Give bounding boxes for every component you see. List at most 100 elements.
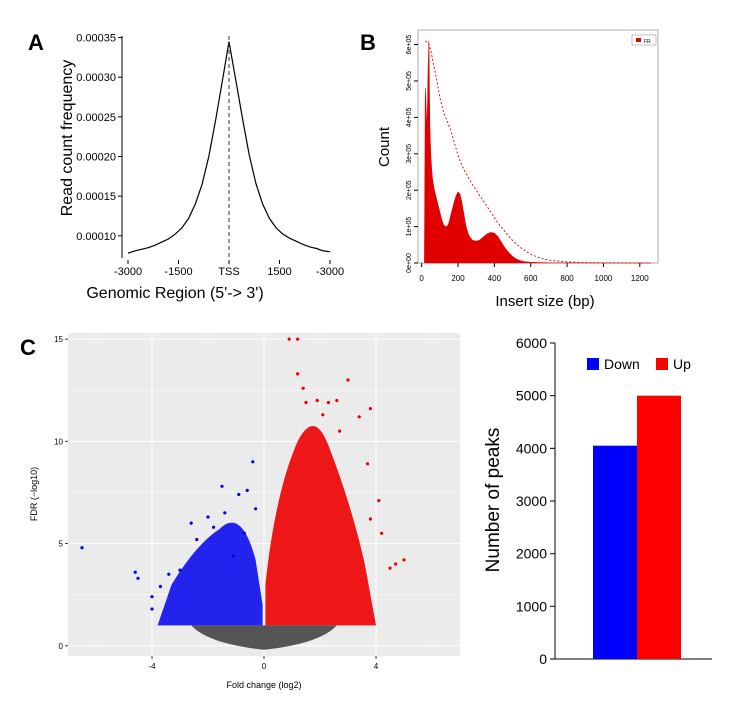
panel-c-point-up <box>366 462 370 466</box>
panel-c-point-up <box>315 398 319 403</box>
panel-a-x-tick-label: 1500 <box>267 266 291 278</box>
panel-b-y-tick-label: 4e+05 <box>406 107 413 127</box>
panel-c-up-cloud <box>265 425 376 626</box>
panel-d-y-tick-label: 1000 <box>516 598 547 614</box>
panel-d-y-tick-label: 6000 <box>516 335 547 351</box>
panel-d-y-tick-label: 0 <box>539 651 547 667</box>
panel-b-x-tick-label: 600 <box>524 274 538 283</box>
panel-b-y-tick-label: 0e+00 <box>406 253 413 273</box>
panel-b-cumulative-line <box>424 40 651 264</box>
panel-c-point-down <box>167 572 171 576</box>
panel-c-point-cloud <box>157 425 376 650</box>
legend-up-label: Up <box>673 356 691 372</box>
panel-c-point-up <box>287 337 291 341</box>
panel-a-y-tick-label: 0.00010 <box>76 231 116 243</box>
panel-d-y-tick-label: 2000 <box>516 546 547 562</box>
panel-c-point-down <box>206 515 210 519</box>
panel-c-ns-cloud <box>191 625 337 650</box>
panel-c-down-cloud <box>157 522 263 626</box>
panel-c-point-down <box>189 521 193 525</box>
panel-a: A 0.000100.000150.000200.000250.000300.0… <box>28 30 344 302</box>
panel-c-point-up <box>346 378 350 382</box>
panel-c-point-down <box>254 507 258 511</box>
panel-c-point-down <box>220 484 224 488</box>
panel-c-y-axis-title: FDR (−log10) <box>29 467 39 521</box>
panel-c-x-tick-label: 0 <box>262 662 267 671</box>
panel-b-legend-swatch <box>636 38 641 42</box>
panel-b-x-axis-title: Insert size (bp) <box>495 293 594 310</box>
panel-c-x-tick-label: 4 <box>374 662 379 671</box>
panel-d-y-tick-label: 4000 <box>516 440 547 456</box>
panel-c-point-up <box>304 400 308 405</box>
panel-c-y-tick-label: 0 <box>59 642 64 651</box>
panel-c-point-down <box>80 546 84 550</box>
panel-a-frequency-line <box>127 41 331 254</box>
panel-b-y-tick-label: 2e+05 <box>406 180 413 200</box>
panel-c-axes: 0 5 10 15 -4 0 4 <box>54 335 379 671</box>
panel-c-point-down <box>237 492 241 497</box>
panel-d-y-axis-title: Number of peaks <box>483 428 504 573</box>
panel-a-x-tick-label: TSS <box>218 266 239 278</box>
panel-c-point-up <box>326 400 330 405</box>
panel-a-x-tick-label: -3000 <box>316 266 344 278</box>
panel-c-point-up <box>296 337 300 341</box>
panel-c-point-down <box>178 568 182 572</box>
panel-b-y-tick-label: 3e+05 <box>406 144 413 164</box>
bar-down <box>593 445 637 659</box>
panel-c-letter: C <box>20 335 36 360</box>
panel-a-y-tick-label: 0.00030 <box>76 72 116 84</box>
panel-c-point-up <box>380 531 384 535</box>
panel-c-y-tick-label: 5 <box>59 540 64 549</box>
panel-d-y-tick-label: 5000 <box>516 388 547 404</box>
panel-c-point-up <box>394 562 398 566</box>
panel-b-insert-size-area <box>424 40 651 264</box>
legend-down-label: Down <box>604 356 640 372</box>
panel-c-y-tick-label: 10 <box>54 437 63 446</box>
panel-b-x-tick-label: 400 <box>488 274 502 283</box>
panel-a-x-tick-label: -3000 <box>114 266 142 278</box>
bar-up <box>637 395 681 659</box>
panel-b-x-tick-label: 1000 <box>595 274 613 283</box>
panel-c-point-down <box>195 537 199 542</box>
panel-c-point-up <box>335 398 339 403</box>
panel-c-point-up <box>357 415 361 419</box>
panel-c-point-down <box>158 584 162 589</box>
panel-b-letter: B <box>360 30 376 55</box>
panel-b-x-tick-label: 800 <box>560 274 574 283</box>
legend-down-swatch <box>587 358 599 370</box>
panel-b: B 0e+00 1e+05 2e+05 3e+05 4e+05 5e+05 6e+05 0 20… <box>360 29 659 310</box>
panel-c-point-up <box>296 372 300 376</box>
panel-c-point-down <box>212 525 216 529</box>
panel-c-point-down <box>242 531 246 535</box>
panel-c-point-up <box>368 407 372 411</box>
panel-c-point-down <box>231 554 235 558</box>
panel-c-x-tick-label: -4 <box>148 662 156 671</box>
panel-c-point-down <box>150 595 154 599</box>
panel-d-bars <box>593 395 681 659</box>
panel-a-x-tick-label: -1500 <box>164 266 192 278</box>
panel-c-point-down <box>150 607 154 611</box>
panel-b-y-tick-label: 1e+05 <box>406 217 413 237</box>
panel-b-x-tick-label: 0 <box>419 274 424 283</box>
panel-b-legend-box <box>631 34 657 46</box>
panel-b-y-tick-label: 5e+05 <box>406 71 413 91</box>
panel-c: C 0 5 10 15 -4 0 4 Fold change (log2) FDR (−lo… <box>20 333 460 690</box>
panel-c-point-up <box>301 386 305 390</box>
panel-c-y-tick-label: 15 <box>54 335 63 344</box>
panel-a-y-tick-label: 0.00025 <box>76 112 116 124</box>
panel-c-x-axis-title: Fold change (log2) <box>226 680 301 690</box>
panel-a-x-axis-title: Genomic Region (5'-> 3') <box>86 285 263 302</box>
panel-c-points <box>80 337 406 611</box>
panel-a-y-axis-title: Read count frequency <box>59 60 76 217</box>
panel-c-point-up <box>377 499 381 503</box>
panel-a-axes: 0.00010 0.00015 0.00020 0.00025 0.00030 0.000… <box>76 33 344 278</box>
panel-a-y-tick-label: 0.00035 <box>76 33 116 45</box>
panel-d: 0 1000 2000 3000 4000 5000 6000 Down Up Number… <box>483 335 712 667</box>
panel-b-x-tick-label: 1200 <box>631 274 649 283</box>
panel-c-point-down <box>136 576 140 580</box>
panel-c-point-up <box>321 413 325 417</box>
panel-c-point-up <box>402 558 406 562</box>
panel-c-point-down <box>133 570 137 574</box>
legend-up-swatch <box>656 358 668 370</box>
panel-b-y-axis-title: Count <box>376 126 393 167</box>
